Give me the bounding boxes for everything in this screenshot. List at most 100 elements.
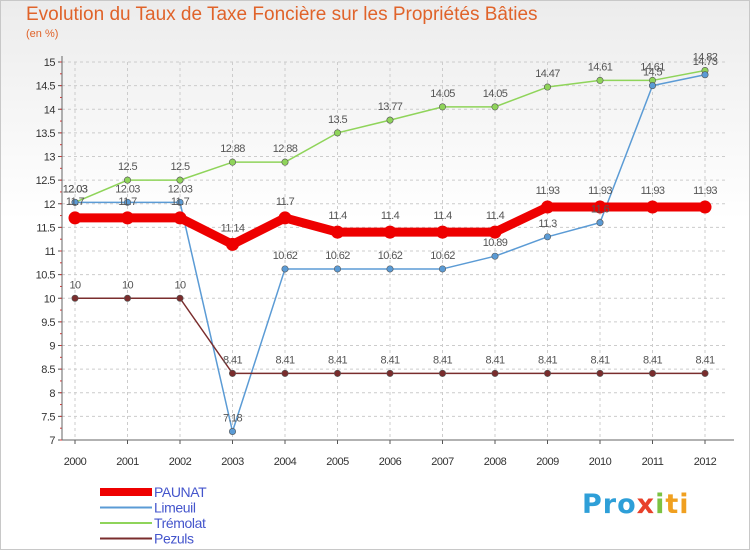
y-tick-label: 11 bbox=[45, 246, 56, 258]
data-point-trémolat bbox=[543, 83, 551, 91]
data-point-limeuil bbox=[543, 233, 551, 241]
data-label-limeuil: 10.62 bbox=[273, 250, 298, 262]
data-label-pezuls: 8.41 bbox=[433, 354, 452, 366]
y-tick-label: 15 bbox=[44, 57, 56, 69]
data-label-limeuil: 11.6 bbox=[591, 204, 610, 216]
data-point-pezuls bbox=[176, 294, 184, 302]
data-label-trémolat: 12.03 bbox=[63, 183, 88, 195]
data-point-limeuil bbox=[491, 252, 499, 260]
data-point-pezuls bbox=[386, 369, 394, 377]
data-point-limeuil bbox=[71, 198, 79, 206]
data-label-paunat: 11.93 bbox=[588, 185, 612, 197]
data-point-paunat bbox=[173, 211, 187, 225]
data-point-trémolat bbox=[229, 158, 237, 166]
x-tick-label: 2009 bbox=[536, 456, 559, 468]
legend-label-pezuls: Pezuls bbox=[154, 531, 194, 547]
data-label-pezuls: 8.41 bbox=[590, 354, 609, 366]
data-label-pezuls: 10 bbox=[69, 279, 81, 291]
data-label-limeuil: 12.03 bbox=[63, 183, 88, 195]
data-label-limeuil: 7.18 bbox=[223, 412, 242, 424]
data-point-limeuil bbox=[281, 265, 289, 273]
y-tick-label: 8.5 bbox=[41, 364, 55, 376]
data-point-paunat bbox=[121, 211, 134, 225]
y-tick-label: 10.5 bbox=[36, 270, 56, 282]
data-label-pezuls: 8.41 bbox=[328, 354, 347, 366]
data-point-paunat bbox=[698, 200, 712, 214]
data-label-trémolat: 12.5 bbox=[170, 161, 189, 173]
y-tick-label: 7.5 bbox=[41, 411, 55, 423]
data-point-trémolat bbox=[281, 158, 289, 166]
series-layer bbox=[68, 67, 712, 435]
x-tick-label: 2012 bbox=[694, 456, 717, 468]
data-label-limeuil: 10.89 bbox=[483, 237, 508, 249]
data-point-limeuil bbox=[596, 219, 604, 227]
data-point-pezuls bbox=[596, 369, 604, 377]
data-point-pezuls bbox=[281, 369, 289, 377]
data-point-pezuls bbox=[71, 294, 79, 302]
data-label-limeuil: 10.62 bbox=[430, 250, 455, 262]
data-point-paunat bbox=[541, 200, 554, 214]
x-tick-label: 2011 bbox=[642, 456, 664, 468]
data-point-limeuil bbox=[386, 265, 394, 273]
data-point-limeuil bbox=[333, 265, 341, 273]
data-label-trémolat: 12.88 bbox=[273, 143, 298, 155]
data-label-trémolat: 14.61 bbox=[588, 61, 613, 73]
data-label-pezuls: 10 bbox=[174, 279, 186, 291]
y-tick-label: 14.5 bbox=[36, 81, 56, 93]
data-label-paunat: 11.7 bbox=[66, 196, 85, 208]
y-tick-label: 12 bbox=[44, 199, 56, 211]
data-point-pezuls bbox=[543, 369, 551, 377]
data-label-pezuls: 8.41 bbox=[643, 354, 662, 366]
chart-title: Evolution du Taux de Taxe Foncière sur l… bbox=[26, 4, 538, 25]
data-point-trémolat bbox=[491, 103, 499, 111]
y-tick-label: 11.5 bbox=[36, 222, 55, 234]
y-tick-label: 7 bbox=[49, 435, 55, 447]
data-label-paunat: 11.7 bbox=[276, 196, 295, 208]
data-point-trémolat bbox=[386, 116, 394, 124]
data-label-paunat: 11.93 bbox=[641, 185, 665, 197]
data-point-paunat bbox=[646, 200, 659, 214]
data-label-layer: 11.7 11.7 11.7 11.14 11.7 11.4 11.4 11.4 11.4 11.… bbox=[63, 52, 719, 425]
data-label-trémolat: 12.88 bbox=[220, 143, 245, 155]
data-label-limeuil: 10.62 bbox=[378, 250, 403, 262]
y-tick-label: 10 bbox=[44, 293, 56, 305]
data-point-trémolat bbox=[124, 176, 132, 184]
data-point-trémolat bbox=[596, 76, 604, 84]
data-label-trémolat: 14.82 bbox=[693, 52, 718, 64]
data-label-trémolat: 13.5 bbox=[328, 114, 347, 126]
data-label-limeuil: 10.62 bbox=[325, 250, 350, 262]
data-label-paunat: 11.4 bbox=[433, 210, 452, 222]
proxiti-logo: Proxiti bbox=[582, 489, 690, 520]
data-point-paunat bbox=[488, 225, 502, 239]
x-tick-label: 2010 bbox=[589, 456, 612, 468]
data-label-limeuil: 11.3 bbox=[538, 218, 557, 230]
data-label-limeuil: 12.03 bbox=[115, 183, 140, 195]
data-point-paunat bbox=[383, 225, 397, 239]
y-tick-label: 9 bbox=[49, 341, 55, 353]
data-label-paunat: 11.4 bbox=[486, 210, 505, 222]
data-point-paunat bbox=[278, 211, 292, 225]
data-label-limeuil: 14.5 bbox=[643, 67, 662, 79]
data-label-paunat: 11.93 bbox=[536, 185, 560, 197]
data-point-trémolat bbox=[438, 103, 446, 111]
legend-label-paunat: PAUNAT bbox=[154, 484, 207, 500]
data-point-trémolat bbox=[333, 129, 341, 137]
y-tick-label: 9.5 bbox=[41, 317, 55, 329]
data-label-pezuls: 8.41 bbox=[275, 354, 294, 366]
data-point-paunat bbox=[593, 200, 607, 214]
data-label-paunat: 11.14 bbox=[221, 222, 245, 234]
data-point-pezuls bbox=[438, 369, 446, 377]
x-tick-label: 2001 bbox=[116, 456, 139, 468]
x-tick-label: 2008 bbox=[484, 456, 507, 468]
data-label-pezuls: 8.41 bbox=[223, 354, 242, 366]
data-point-paunat bbox=[68, 211, 82, 225]
data-label-pezuls: 8.41 bbox=[485, 354, 504, 366]
data-label-trémolat: 12.5 bbox=[118, 161, 137, 173]
data-point-paunat bbox=[226, 237, 239, 251]
data-point-trémolat bbox=[176, 176, 184, 184]
data-point-limeuil bbox=[648, 82, 656, 90]
data-point-limeuil bbox=[124, 198, 132, 206]
data-label-paunat: 11.7 bbox=[171, 196, 190, 208]
